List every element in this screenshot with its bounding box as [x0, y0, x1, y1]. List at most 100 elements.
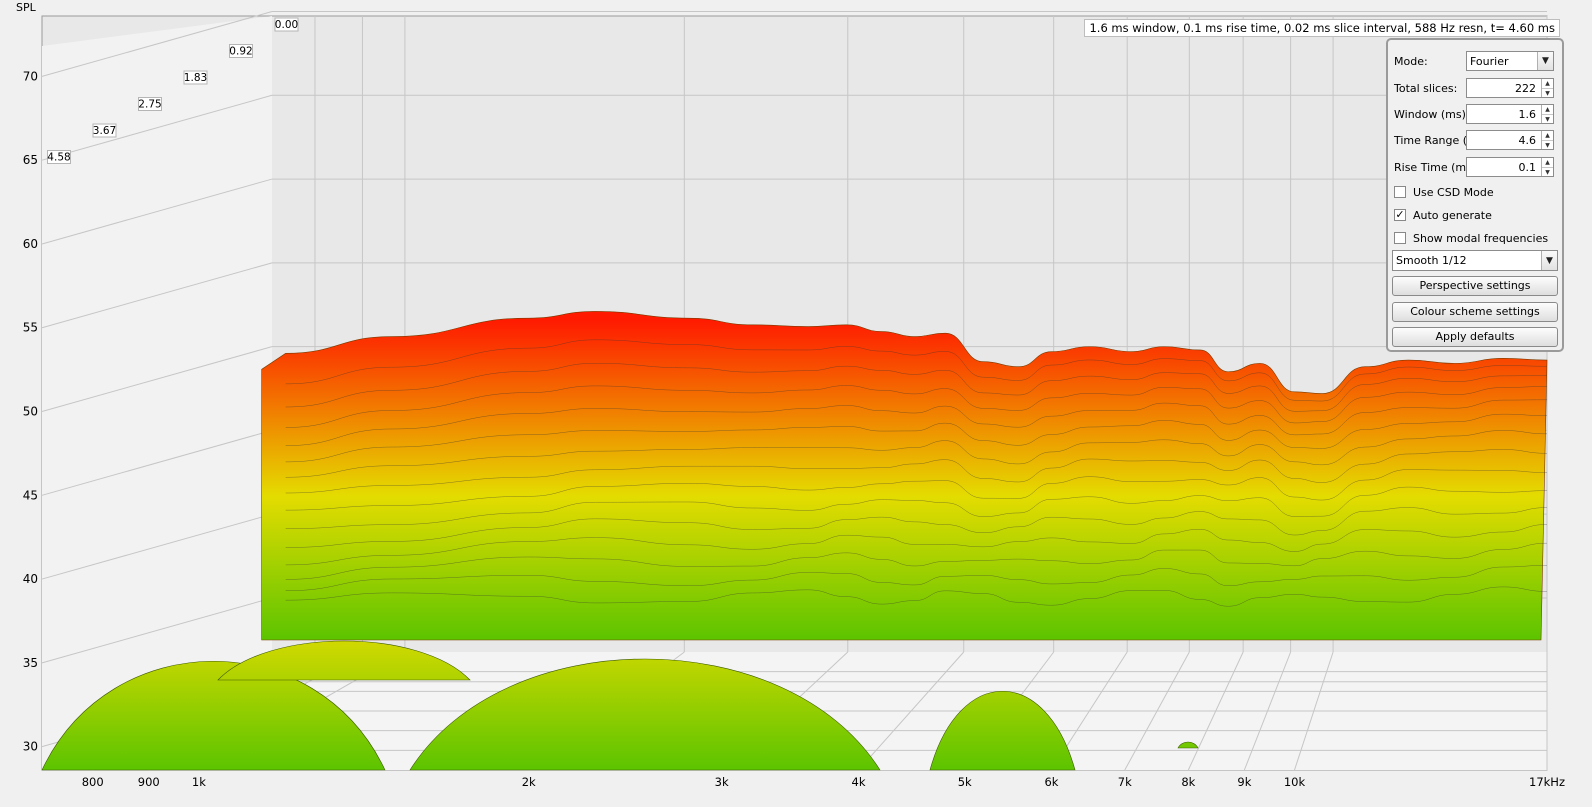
- y-tick-label: 60: [23, 237, 38, 251]
- slice-line: [285, 469, 1548, 511]
- window-value: 1.6: [1518, 107, 1537, 121]
- slice-line: [285, 507, 1548, 548]
- y-tick-label: 40: [23, 572, 38, 586]
- rise-time-label: Rise Time (ms):: [1394, 160, 1480, 174]
- total-slices-label: Total slices:: [1394, 81, 1458, 95]
- mode-row: Mode: Fourier ▼: [1394, 50, 1558, 72]
- smoothing-select[interactable]: Smooth 1/12 ▼: [1392, 250, 1558, 271]
- info-readout: 1.6 ms window, 0.1 ms rise time, 0.02 ms…: [1084, 19, 1560, 37]
- x-tick-label: 17kHz: [1529, 775, 1565, 789]
- slice-line: [285, 524, 1548, 566]
- x-tick-label: 6k: [1044, 775, 1058, 789]
- slice-line: [285, 542, 1548, 580]
- grid-line-side: [41, 94, 273, 161]
- slice-line: [285, 385, 1548, 428]
- grid-line-side: [41, 513, 273, 580]
- waterfall-surface: [41, 311, 1548, 771]
- auto-generate-row[interactable]: ✓ Auto generate: [1394, 204, 1558, 226]
- slice-line: [285, 413, 1548, 463]
- total-slices-value: 222: [1515, 81, 1536, 95]
- y-tick-label: 50: [23, 405, 38, 419]
- svg-text:3.67: 3.67: [93, 125, 116, 137]
- smoothing-value: Smooth 1/12: [1396, 254, 1467, 267]
- time-range-row: Time Range (ms): 4.6 ▲ ▼: [1394, 129, 1558, 151]
- grid-line-side: [41, 346, 273, 413]
- x-tick-label: 1k: [192, 775, 206, 789]
- surface-fill: [261, 311, 1548, 641]
- time-tick-label: 4.58: [47, 150, 71, 164]
- slice-line: [285, 486, 1548, 529]
- x-tick-label: 10k: [1284, 775, 1306, 789]
- auto-generate-checkbox[interactable]: ✓: [1394, 208, 1406, 221]
- slice-line: [285, 565, 1548, 591]
- slice-line: [285, 430, 1548, 478]
- rise-time-value: 0.1: [1518, 160, 1537, 174]
- window-input[interactable]: 1.6 ▲ ▼: [1466, 104, 1554, 124]
- decay-lobe: [409, 658, 881, 771]
- spinner-icon[interactable]: ▲ ▼: [1541, 131, 1553, 149]
- time-range-input[interactable]: 4.6 ▲ ▼: [1466, 130, 1554, 150]
- rise-time-input[interactable]: 0.1 ▲ ▼: [1466, 157, 1554, 177]
- chevron-down-icon[interactable]: ▼: [1537, 52, 1553, 70]
- x-tick-label: 2k: [522, 775, 536, 789]
- y-tick-label: 70: [23, 69, 38, 83]
- use-csd-label: Use CSD Mode: [1413, 185, 1494, 199]
- x-tick-label: 3k: [715, 775, 729, 789]
- mode-value: Fourier: [1470, 54, 1509, 68]
- time-tick-label: 1.83: [183, 70, 208, 85]
- svg-text:0.92: 0.92: [229, 46, 252, 58]
- grid-line-side: [41, 11, 273, 77]
- rise-time-row: Rise Time (ms): 0.1 ▲ ▼: [1394, 156, 1558, 178]
- mode-label: Mode:: [1394, 54, 1428, 68]
- decay-lobe: [929, 690, 1076, 771]
- svg-text:4.58: 4.58: [47, 152, 70, 164]
- use-csd-row[interactable]: Use CSD Mode: [1394, 181, 1558, 203]
- total-slices-input[interactable]: 222 ▲ ▼: [1466, 78, 1554, 98]
- control-panel: Mode: Fourier ▼ Total slices: 222 ▲ ▼ Win…: [1386, 38, 1564, 352]
- decay-lobe: [41, 661, 386, 771]
- time-tick-label: 3.67: [92, 123, 117, 138]
- y-tick-label: 30: [23, 740, 38, 754]
- x-tick-label: 9k: [1237, 775, 1251, 789]
- y-axis-title: SPL: [16, 1, 36, 14]
- show-modal-checkbox[interactable]: [1394, 232, 1406, 244]
- x-tick-label: 7k: [1118, 775, 1132, 789]
- svg-text:0.00: 0.00: [275, 19, 298, 31]
- x-tick-label: 8k: [1181, 775, 1195, 789]
- window-row: Window (ms): 1.6 ▲ ▼: [1394, 103, 1558, 125]
- auto-generate-label: Auto generate: [1413, 208, 1492, 222]
- svg-text:2.75: 2.75: [138, 99, 161, 111]
- slice-line: [285, 449, 1548, 494]
- apply-defaults-button[interactable]: Apply defaults: [1392, 327, 1558, 347]
- x-tick-label: 900: [138, 775, 160, 789]
- time-tick-label: 0.92: [229, 44, 253, 58]
- svg-text:1.83: 1.83: [184, 72, 207, 84]
- slice-line: [285, 399, 1548, 446]
- time-range-value: 4.6: [1518, 133, 1537, 147]
- x-tick-label: 800: [82, 775, 104, 789]
- grid-line-side: [41, 429, 273, 496]
- decay-lobe: [217, 640, 471, 681]
- grid-line-side: [41, 262, 273, 329]
- slice-line: [285, 586, 1548, 607]
- spinner-icon[interactable]: ▲ ▼: [1541, 79, 1553, 97]
- y-tick-label: 65: [23, 153, 38, 167]
- time-tick-label: 0.00: [274, 17, 299, 32]
- spinner-icon[interactable]: ▲ ▼: [1541, 105, 1553, 123]
- slice-line: [285, 363, 1548, 412]
- perspective-settings-button[interactable]: Perspective settings: [1392, 276, 1558, 296]
- show-modal-row[interactable]: Show modal frequencies: [1394, 227, 1558, 249]
- x-tick-label: 4k: [852, 775, 866, 789]
- slice-line: [285, 339, 1548, 402]
- grid-line-side: [41, 597, 273, 664]
- use-csd-checkbox[interactable]: [1394, 186, 1406, 198]
- colour-scheme-settings-button[interactable]: Colour scheme settings: [1392, 302, 1558, 322]
- spinner-icon[interactable]: ▲ ▼: [1541, 158, 1553, 176]
- grid-line-side: [41, 178, 273, 245]
- mode-select[interactable]: Fourier ▼: [1466, 51, 1554, 71]
- chevron-down-icon[interactable]: ▼: [1541, 251, 1557, 270]
- show-modal-label: Show modal frequencies: [1413, 231, 1549, 245]
- time-tick-label: 2.75: [138, 97, 162, 111]
